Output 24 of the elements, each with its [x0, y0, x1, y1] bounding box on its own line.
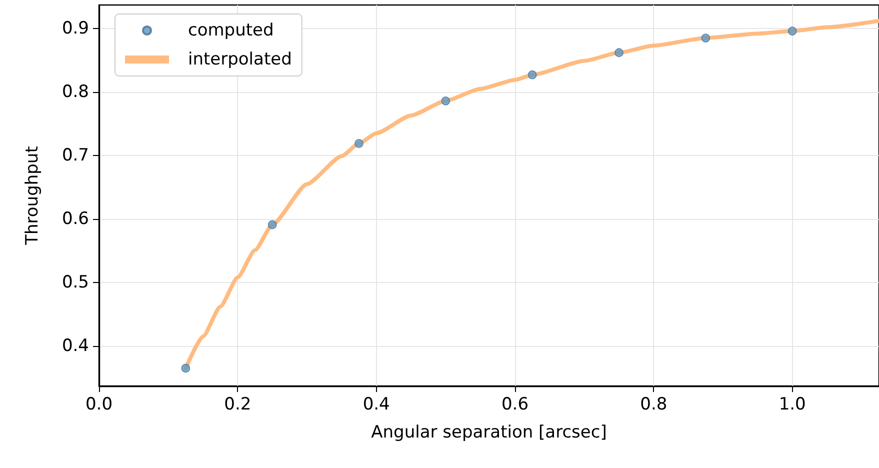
y-tick-label: 0.7	[62, 145, 89, 166]
legend-label: computed	[188, 20, 274, 40]
y-tick-label: 0.6	[62, 208, 89, 229]
point	[268, 220, 277, 230]
x-tick-label: 0.8	[640, 394, 668, 414]
point	[701, 34, 710, 42]
point	[181, 364, 190, 373]
x-tick-label: 0.0	[85, 394, 113, 414]
y-tick-label: 0.4	[62, 336, 89, 356]
point	[614, 48, 624, 58]
x-tick-label: 0.4	[362, 394, 390, 414]
x-tick-label: 0.2	[224, 394, 252, 414]
point	[441, 96, 450, 106]
y-tick-label: 0.8	[62, 82, 89, 102]
legend-label: interpolated	[188, 50, 292, 70]
x-tick-label: 0.6	[501, 394, 529, 414]
y-axis-title: Throughput	[22, 146, 42, 246]
y-tick-label: 0.5	[62, 272, 89, 292]
x-tick-label: 1.0	[778, 394, 806, 414]
point	[354, 139, 364, 148]
point	[528, 70, 537, 80]
y-tick-label: 0.9	[62, 18, 89, 38]
x-axis-title: Angular separation [arcsec]	[371, 422, 607, 442]
point	[788, 26, 797, 36]
